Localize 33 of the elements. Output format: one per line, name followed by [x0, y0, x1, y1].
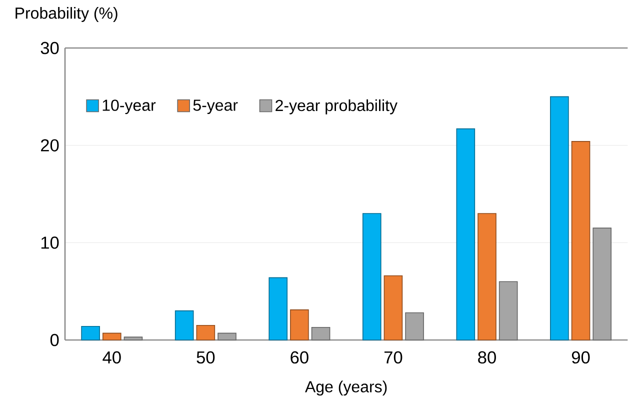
bar — [384, 275, 403, 340]
bar — [550, 96, 569, 340]
bar — [498, 281, 518, 340]
x-tick-label: 80 — [478, 351, 496, 364]
x-tick-label: 40 — [102, 351, 121, 364]
x-axis-title: Age (years) — [305, 380, 387, 396]
bar — [362, 213, 382, 340]
bar — [456, 128, 476, 340]
legend-label: 5-year — [193, 100, 238, 114]
legend-label: 2-year probability — [276, 99, 398, 114]
bar — [268, 277, 288, 340]
legend-label: 10-year — [102, 100, 156, 114]
y-tick-label: 30 — [40, 42, 59, 54]
bar — [81, 326, 100, 340]
y-tick-label: 20 — [41, 139, 59, 152]
bar — [571, 141, 590, 340]
x-tick-label: 50 — [196, 351, 215, 364]
y-axis-title: Probability (%) — [16, 7, 118, 22]
bar — [290, 309, 309, 340]
bar — [311, 326, 330, 340]
x-tick-label: 90 — [572, 351, 590, 364]
y-tick-label: 10 — [41, 236, 59, 249]
x-tick-label: 70 — [384, 351, 402, 364]
bar — [124, 336, 143, 340]
bar — [478, 213, 496, 340]
bar — [196, 325, 216, 340]
x-tick-label: 60 — [290, 351, 308, 364]
bar — [174, 310, 194, 340]
y-tick-label: 0 — [50, 334, 59, 346]
bar — [592, 228, 612, 340]
bar — [218, 332, 236, 340]
bar — [102, 332, 122, 340]
bar — [405, 312, 424, 340]
